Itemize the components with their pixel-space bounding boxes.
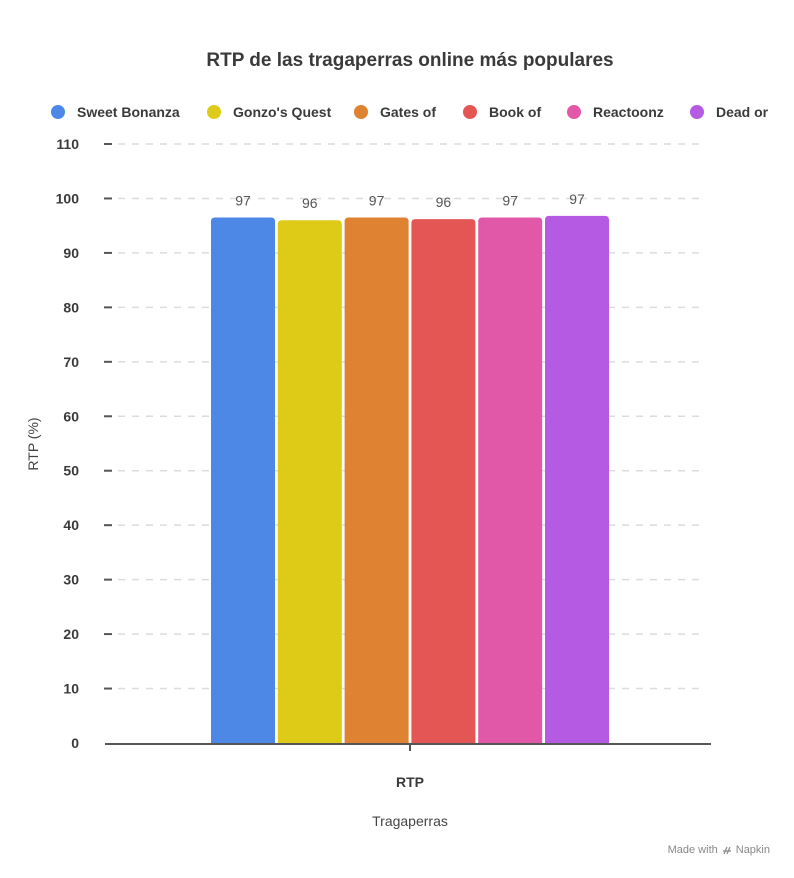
x-axis-title: Tragaperras <box>372 813 448 829</box>
bar-gates-of <box>344 217 409 743</box>
y-tick-label: 40 <box>63 517 79 533</box>
data-label: 96 <box>302 195 318 211</box>
made-with-credit: Made with Napkin <box>668 844 770 856</box>
napkin-brand-text: Napkin <box>735 844 770 856</box>
legend-swatch <box>690 105 704 119</box>
y-tick-label: 110 <box>56 136 79 152</box>
bar-dead-or <box>545 215 609 743</box>
legend-label: Gonzo's Quest <box>233 104 332 120</box>
y-tick-label: 0 <box>71 735 79 751</box>
legend-swatch <box>567 105 581 119</box>
y-tick-label: 10 <box>63 681 79 697</box>
legend-label: Sweet Bonanza <box>77 104 180 120</box>
legend-item: Sweet Bonanza <box>51 104 180 120</box>
bars <box>211 215 609 744</box>
legend-item: Gates of <box>354 104 436 120</box>
y-axis-ticks: 0 10 20 30 40 50 60 70 80 90 100 110 <box>56 136 112 751</box>
bar-book-of <box>411 219 476 743</box>
legend-label: Book of <box>489 104 541 120</box>
bar-gonzo-s-quest <box>277 220 342 744</box>
napkin-logo-icon <box>722 846 731 854</box>
legend-item: Gonzo's Quest <box>207 104 332 120</box>
y-tick-label: 50 <box>63 463 79 479</box>
y-tick-label: 70 <box>63 354 79 370</box>
bar-reactoonz <box>478 217 543 743</box>
legend-item: Book of <box>463 104 541 120</box>
data-label: 97 <box>235 193 251 209</box>
legend-label: Reactoonz <box>593 104 664 120</box>
napkin-brand: Napkin <box>722 844 770 856</box>
legend-label: Gates of <box>380 104 436 120</box>
data-labels: 97 96 97 96 97 97 <box>235 191 585 211</box>
y-tick-label: 90 <box>63 245 79 261</box>
chart-title: RTP de las tragaperras online más popula… <box>206 50 613 71</box>
legend-label: Dead or <box>716 104 769 120</box>
legend-item: Reactoonz <box>567 104 664 120</box>
legend-swatch <box>354 105 368 119</box>
y-tick-label: 30 <box>63 572 79 588</box>
x-category-label: RTP <box>396 774 424 790</box>
legend-swatch <box>207 105 221 119</box>
legend: Sweet Bonanza Gonzo's Quest Gates of Book o… <box>51 104 769 120</box>
legend-swatch <box>51 105 65 119</box>
bar-sweet-bonanza <box>211 217 275 743</box>
y-tick-label: 20 <box>63 626 79 642</box>
y-axis-title: RTP (%) <box>25 417 41 470</box>
data-label: 97 <box>569 191 585 207</box>
data-label: 96 <box>436 194 452 210</box>
made-with-text: Made with <box>667 844 718 856</box>
legend-swatch <box>463 105 477 119</box>
data-label: 97 <box>502 193 518 209</box>
legend-item: Dead or <box>690 104 769 120</box>
y-tick-label: 80 <box>63 299 79 315</box>
y-tick-label: 60 <box>63 408 79 424</box>
data-label: 97 <box>369 193 385 209</box>
y-tick-label: 100 <box>56 190 80 206</box>
